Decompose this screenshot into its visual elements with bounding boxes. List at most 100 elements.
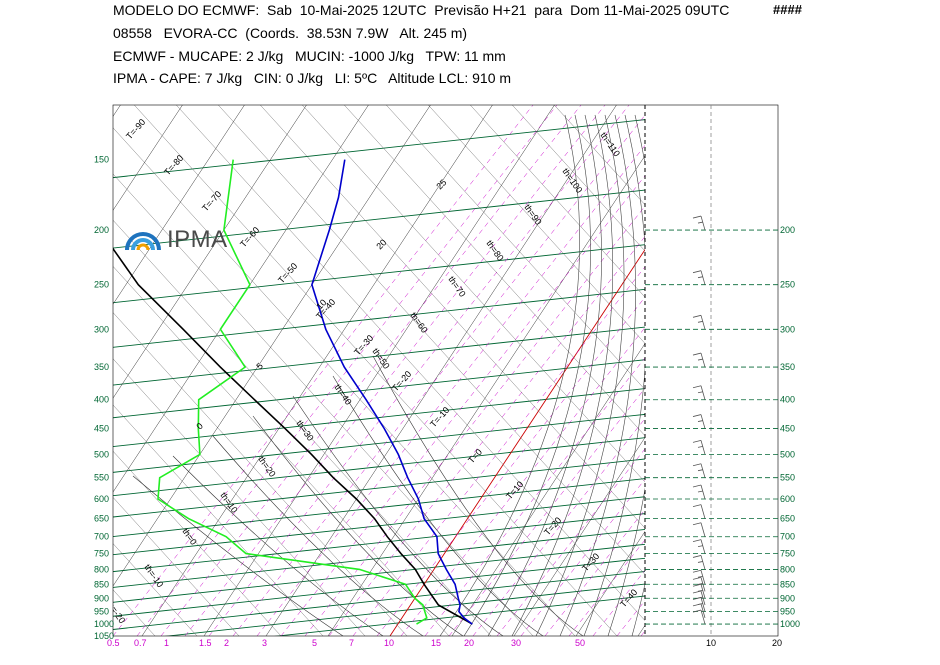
isobar-line bbox=[113, 413, 645, 473]
wind-barb-flag bbox=[692, 609, 702, 613]
pressure-label-right: 950 bbox=[780, 606, 795, 616]
wind-barb bbox=[692, 484, 706, 500]
mixing-ratio-label: 15 bbox=[431, 638, 441, 648]
wind-barb bbox=[692, 522, 706, 537]
isobar-line bbox=[113, 119, 645, 179]
wind-barb-staff bbox=[700, 522, 706, 537]
isotherm-line bbox=[113, 105, 307, 399]
wind-barb-flag bbox=[692, 576, 702, 580]
wind-barb bbox=[692, 539, 706, 554]
wind-barb bbox=[692, 583, 706, 599]
dry-adiabat-line bbox=[113, 450, 282, 636]
isotherm-line bbox=[451, 343, 645, 636]
moist-adiabat-curve bbox=[559, 114, 636, 636]
pressure-label-left: 900 bbox=[94, 593, 109, 603]
wind-barb-flag bbox=[692, 583, 702, 587]
isobar-line bbox=[164, 583, 645, 636]
parcel-profile-line bbox=[113, 247, 473, 625]
mixing-ratio-label: 5 bbox=[312, 638, 317, 648]
wind-barb-staff bbox=[700, 352, 706, 368]
isotherm-label: T=20 bbox=[542, 515, 563, 537]
isotherm-label: T=-60 bbox=[238, 225, 261, 249]
isotherm-label: T=30 bbox=[580, 551, 601, 573]
isotherm-label: T=40 bbox=[618, 587, 639, 609]
mixing-ratio-line bbox=[616, 600, 645, 636]
isotherm-line bbox=[0, 60, 26, 636]
wind-barb-half bbox=[697, 545, 704, 548]
dry-adiabat-line bbox=[113, 589, 156, 636]
wind-barb-half bbox=[697, 589, 704, 592]
isobar-line bbox=[113, 478, 645, 538]
isotherm-label: T=-10 bbox=[428, 405, 451, 429]
dry-adiabat-line bbox=[470, 105, 645, 298]
theta-label: th=10 bbox=[218, 490, 239, 514]
theta-curve bbox=[132, 475, 344, 636]
wind-barb-half bbox=[697, 575, 704, 578]
moist-adiabat-curve bbox=[535, 114, 625, 636]
wind-barb-staff bbox=[700, 385, 706, 400]
isobar-line bbox=[273, 595, 645, 636]
dry-adiabat-line bbox=[218, 105, 645, 575]
mixing-ratio-label: 1 bbox=[164, 638, 169, 648]
wind-barb-flag bbox=[692, 439, 702, 443]
wind-barb-staff bbox=[700, 539, 706, 554]
wind-barb-flag bbox=[692, 270, 702, 274]
wind-barb-staff bbox=[700, 440, 706, 455]
isotherm-line bbox=[113, 105, 369, 493]
isobar-line bbox=[113, 288, 645, 348]
mixing-ratio-line bbox=[160, 105, 582, 636]
mixing-ratio-label: 3 bbox=[262, 638, 267, 648]
dry-adiabat-line bbox=[260, 105, 645, 529]
mixing-ratio-line bbox=[376, 296, 645, 636]
plot-frame bbox=[112, 104, 779, 637]
wind-barb-staff bbox=[700, 590, 706, 606]
wind-axis-label: 10 bbox=[706, 638, 716, 648]
dry-adiabat-line bbox=[386, 105, 645, 390]
wind-barb-flag bbox=[692, 569, 702, 573]
ipma-logo-text: IPMA bbox=[167, 226, 228, 253]
wind-barb-staff bbox=[700, 603, 706, 618]
pressure-label-left: 950 bbox=[94, 606, 109, 616]
wind-barb bbox=[692, 576, 706, 592]
theta-curve bbox=[212, 435, 424, 636]
wind-barb bbox=[692, 439, 706, 455]
mixing-ratio-label: 0.5 bbox=[107, 638, 120, 648]
wind-barb-half bbox=[697, 561, 704, 563]
pressure-label-left: 300 bbox=[94, 324, 109, 334]
wind-barb bbox=[692, 352, 706, 368]
pressure-label-right: 900 bbox=[780, 593, 795, 603]
dry-adiabat-line bbox=[302, 105, 645, 483]
pressure-label-right: 850 bbox=[780, 579, 795, 589]
pressure-label-right: 800 bbox=[780, 564, 795, 574]
isotherm-line bbox=[700, 60, 940, 636]
wind-barb-half bbox=[697, 469, 704, 472]
pressure-label-right: 250 bbox=[780, 280, 795, 290]
pressure-label-left: 700 bbox=[94, 532, 109, 542]
mixing-ratio-line bbox=[448, 387, 645, 636]
dry-adiabat-line bbox=[0, 20, 71, 636]
theta-label: th=40 bbox=[332, 382, 353, 406]
mixing-ratio-line bbox=[544, 509, 645, 636]
pressure-label-left: 800 bbox=[94, 564, 109, 574]
ipma-logo: IPMA bbox=[125, 226, 228, 260]
moist-adiabat-curve bbox=[511, 114, 614, 636]
wind-barb-staff bbox=[700, 215, 706, 231]
mixing-ratio-line bbox=[304, 205, 645, 636]
dry-adiabat-line bbox=[176, 105, 645, 621]
wind-barb-half bbox=[697, 221, 704, 224]
theta-label: th=30 bbox=[294, 418, 315, 442]
mixing-ratio-line bbox=[713, 105, 940, 636]
isotherm-line bbox=[265, 105, 617, 636]
mixing-ratio-line bbox=[520, 478, 645, 636]
dry-adiabat-line bbox=[554, 105, 645, 206]
wind-barb-half bbox=[697, 490, 704, 493]
pressure-label-right: 600 bbox=[780, 494, 795, 504]
theta-label: th=70 bbox=[446, 274, 467, 298]
wind-barb-half bbox=[697, 582, 704, 585]
mixing-ratio-line bbox=[280, 175, 645, 636]
pressure-label-right: 200 bbox=[780, 225, 795, 235]
pressure-label-left: 350 bbox=[94, 362, 109, 372]
wind-barb-half bbox=[697, 276, 704, 279]
wind-barb-flag bbox=[692, 352, 702, 356]
theta-curve bbox=[372, 355, 584, 636]
